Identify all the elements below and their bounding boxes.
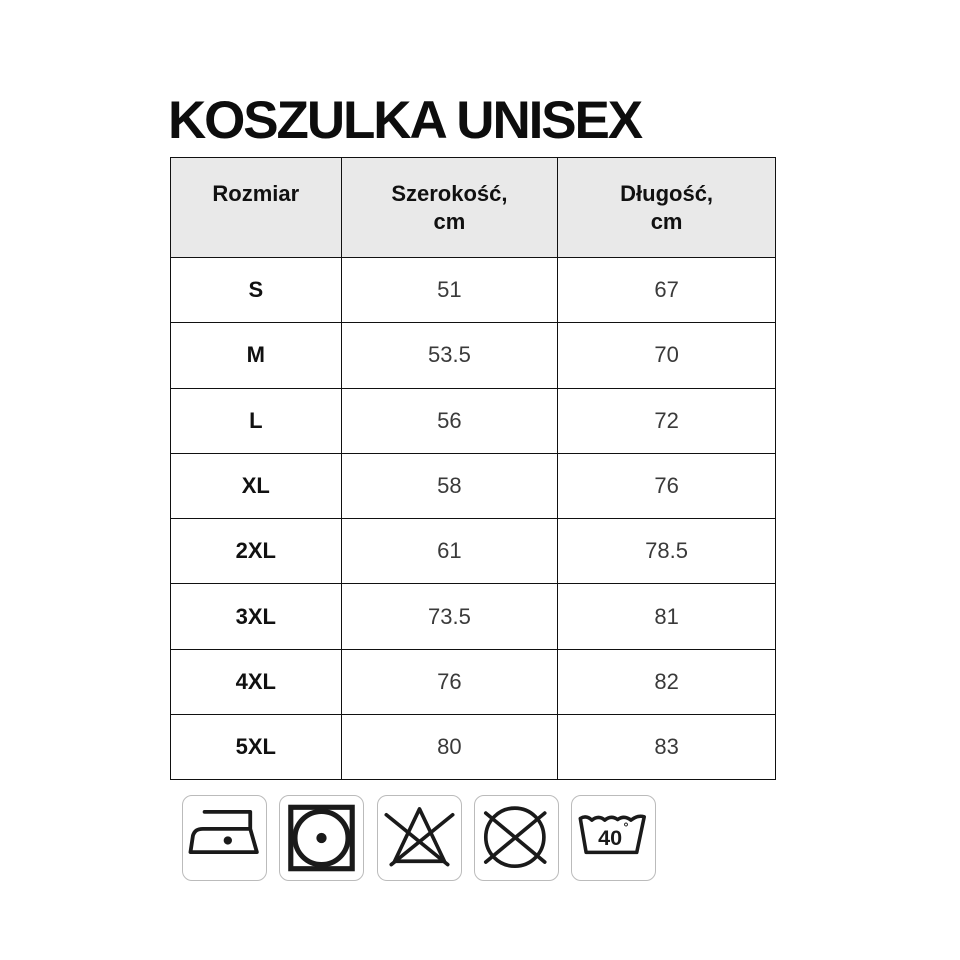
svg-text:°: ° — [623, 820, 628, 834]
svg-text:40: 40 — [598, 825, 622, 850]
